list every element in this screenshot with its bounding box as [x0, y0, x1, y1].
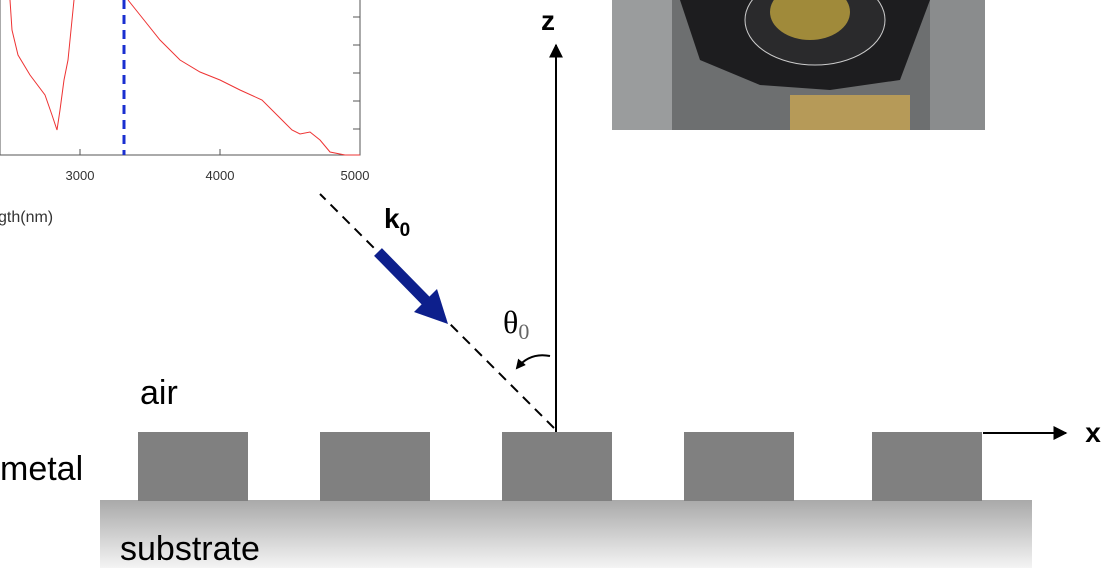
k-label: k0	[384, 203, 410, 241]
photo	[612, 0, 985, 130]
metal-grating	[138, 432, 982, 501]
x-axis-label: gth(nm)	[0, 209, 53, 226]
substrate-label: substrate	[120, 530, 260, 568]
k-symbol: k	[384, 203, 400, 234]
air-label: air	[140, 374, 178, 412]
x-tick-label: 4000	[206, 168, 235, 183]
theta-subscript: 0	[518, 319, 529, 344]
substrate-layer	[100, 500, 1032, 568]
z-label: z	[541, 5, 555, 36]
theta-label: θ0	[503, 304, 529, 344]
ticks	[79, 16, 360, 155]
k-arrow-head	[414, 289, 448, 324]
metal-label: metal	[0, 450, 83, 488]
theta-symbol: θ	[503, 304, 518, 340]
plot-frame	[0, 0, 361, 156]
angle-arc	[515, 354, 551, 370]
x-tick-label: 3000	[66, 168, 95, 183]
x-tick-label: 5000	[341, 168, 370, 183]
x-label: x	[1085, 417, 1101, 448]
k-subscript: 0	[400, 220, 411, 241]
incident-direction	[319, 193, 555, 429]
inset-chart: 3000 4000 5000 gth(nm)	[0, 0, 369, 226]
spectrum-curve	[9, 0, 360, 156]
k-arrow-shaft	[374, 248, 432, 307]
